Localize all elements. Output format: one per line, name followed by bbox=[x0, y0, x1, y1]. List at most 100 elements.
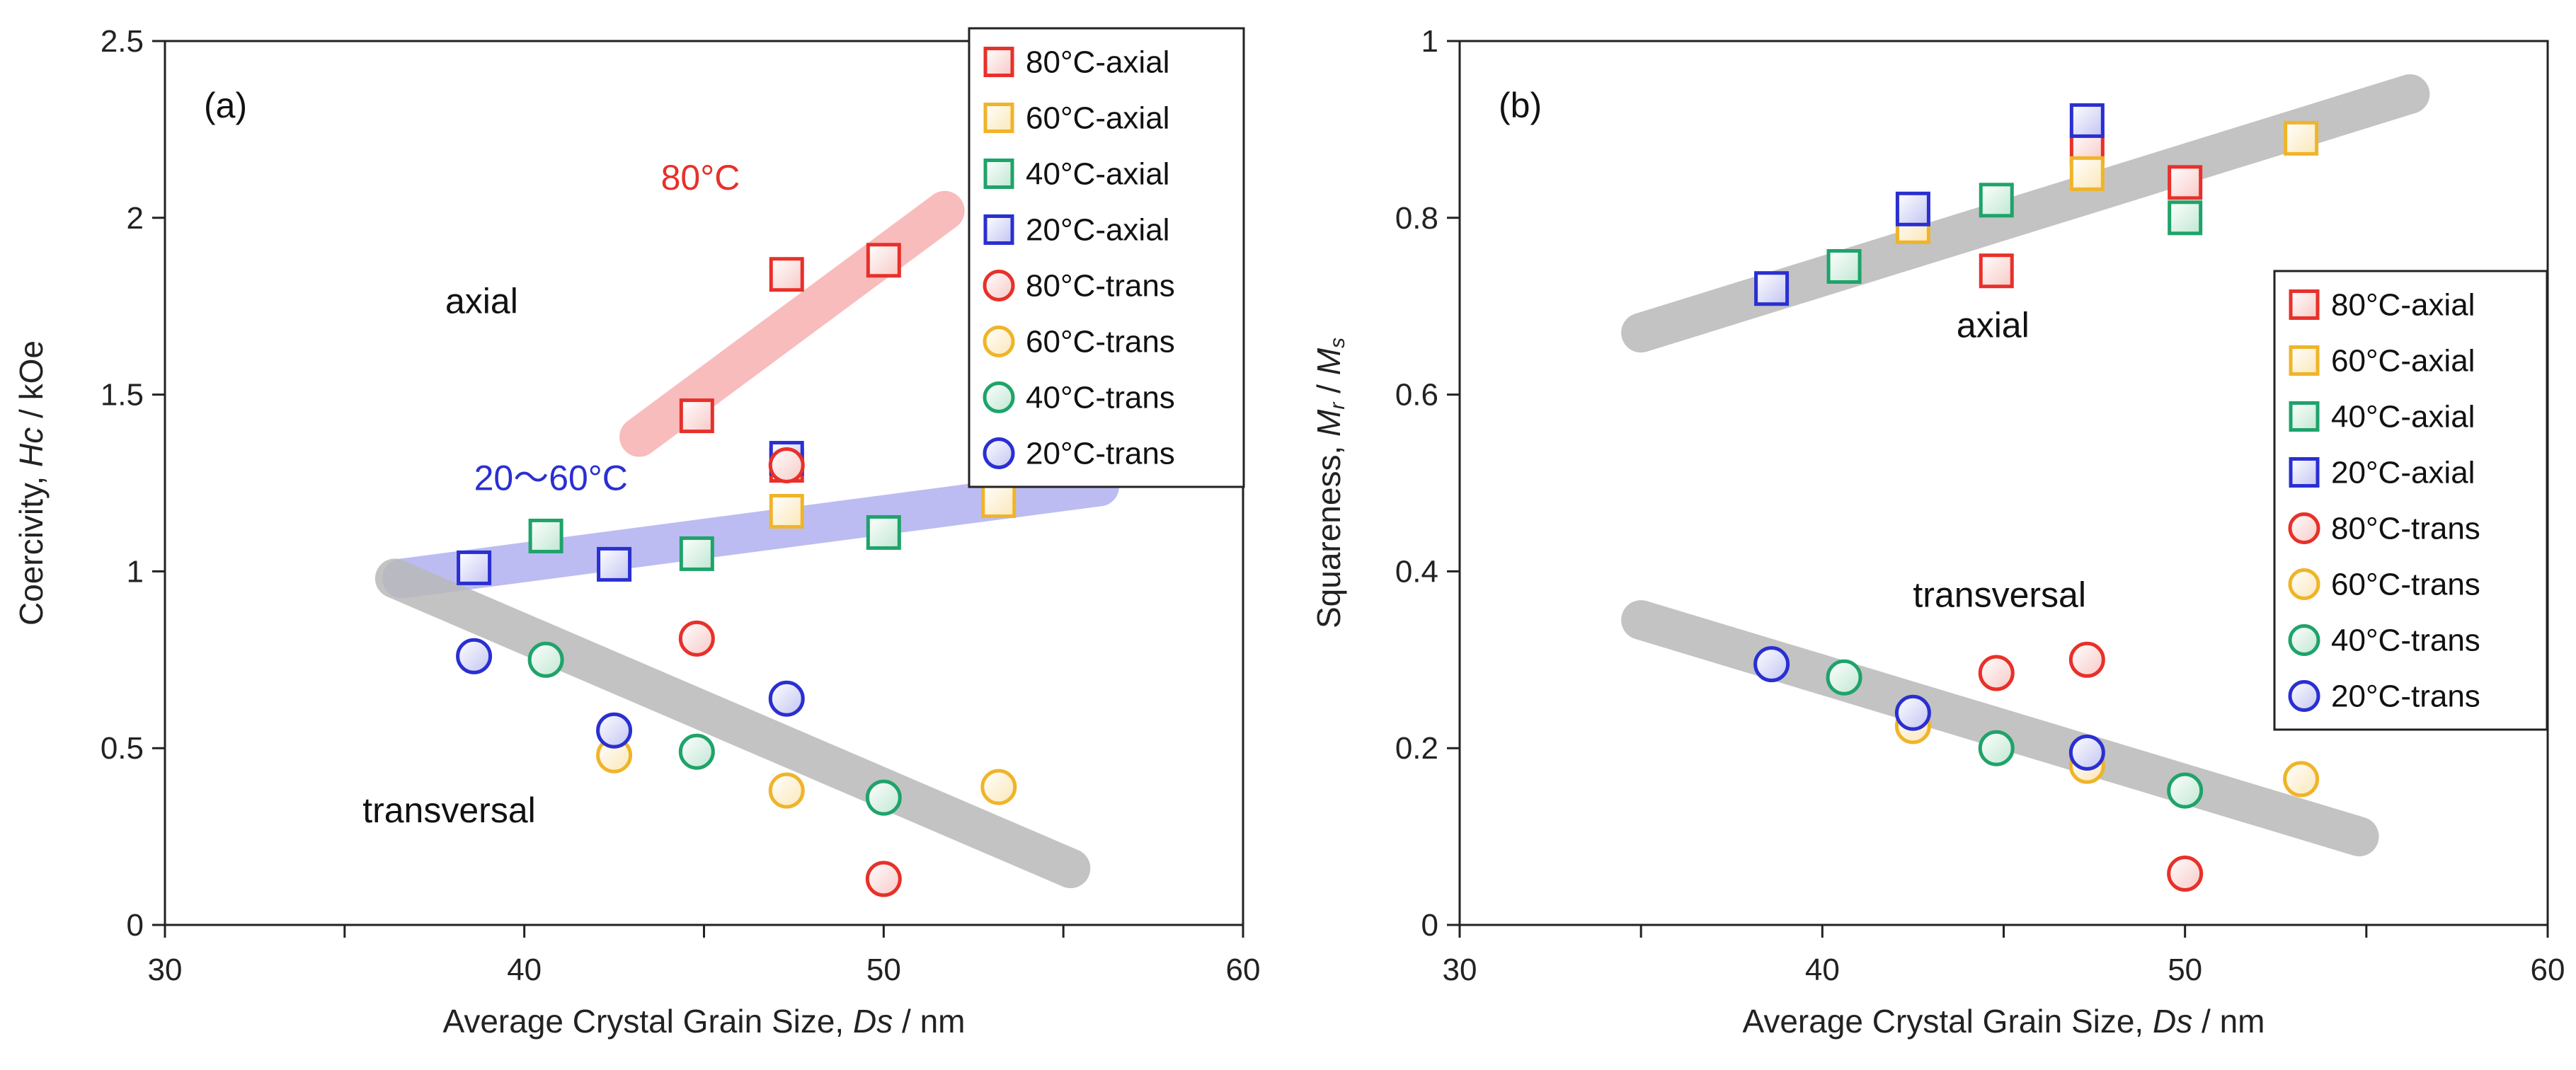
legend-label-1: 60°C-axial bbox=[2331, 344, 2475, 379]
legend-marker-2 bbox=[2289, 401, 2320, 432]
square-point-1-2 bbox=[2284, 120, 2319, 156]
y-tick-label: 0.4 bbox=[1395, 554, 1438, 589]
annotation-3: transversal bbox=[362, 790, 536, 830]
circle-point-6-1 bbox=[1978, 730, 2015, 766]
x-tick-label: 40 bbox=[1805, 953, 1840, 987]
a-data-points bbox=[456, 243, 1017, 897]
x-tick-label: 50 bbox=[2168, 953, 2202, 987]
circle-point-6-1 bbox=[678, 733, 715, 770]
circle-point-4-0 bbox=[678, 620, 715, 657]
y-tick-label: 0.5 bbox=[101, 731, 144, 766]
a-x-axis-title: Average Crystal Grain Size, Ds / nm bbox=[443, 1003, 966, 1040]
legend-label-7: 20°C-trans bbox=[1026, 437, 1175, 471]
circle-point-4-2 bbox=[2167, 856, 2204, 892]
trend-band-2 bbox=[374, 558, 1091, 889]
square-point-3-0 bbox=[1754, 271, 1790, 306]
trend-band-1 bbox=[1621, 600, 2379, 857]
a-y-axis-title: Coercivity, Hc / kOe bbox=[13, 340, 50, 626]
legend-marker-3 bbox=[983, 214, 1014, 245]
legend-marker-7 bbox=[2288, 680, 2320, 712]
legend-label-3: 20°C-axial bbox=[1026, 213, 1169, 248]
circle-point-6-0 bbox=[527, 641, 564, 678]
legend-box bbox=[968, 27, 1245, 488]
square-point-0-0 bbox=[1979, 253, 2014, 289]
legend-label-6: 40°C-trans bbox=[2331, 623, 2480, 658]
square-point-2-2 bbox=[866, 514, 901, 550]
b-y-axis-title: Squareness, Mr / Ms bbox=[1310, 338, 1349, 628]
square-point-1-1 bbox=[2069, 156, 2105, 191]
a-ticks: 30 40 50 60 0 0.5 1 1.5 2 2.5 bbox=[101, 24, 1261, 987]
circle-point-4-1 bbox=[768, 447, 805, 484]
y-tick-label: 0.8 bbox=[1395, 201, 1438, 236]
annotation-2: 20～60°C bbox=[474, 458, 628, 497]
y-tick-label: 2.5 bbox=[101, 24, 144, 59]
circle-point-6-0 bbox=[1826, 659, 1862, 696]
legend-marker-6 bbox=[2288, 624, 2320, 656]
square-point-2-0 bbox=[1826, 248, 1862, 284]
a-legend: 80°C-axial 60°C-axial 40°C-axial 20°C-axial… bbox=[968, 27, 1245, 488]
square-point-0-0 bbox=[679, 398, 714, 434]
square-point-2-1 bbox=[1979, 183, 2014, 218]
x-tick-label: 30 bbox=[148, 953, 183, 987]
legend-marker-2 bbox=[983, 159, 1014, 189]
square-point-1-1 bbox=[981, 483, 1017, 518]
circle-point-7-1 bbox=[596, 712, 633, 749]
legend-label-3: 20°C-axial bbox=[2331, 456, 2475, 490]
legend-marker-0 bbox=[2289, 289, 2320, 320]
legend-label-0: 80°C-axial bbox=[1026, 45, 1169, 80]
circle-point-7-2 bbox=[2068, 734, 2105, 771]
circle-point-7-0 bbox=[456, 638, 493, 674]
b-data-points bbox=[1753, 103, 2320, 892]
annotation-1: transversal bbox=[1913, 575, 2086, 614]
circle-point-5-2 bbox=[2283, 761, 2320, 798]
square-point-2-0 bbox=[528, 518, 563, 553]
circle-point-6-2 bbox=[2167, 772, 2204, 809]
circle-point-7-0 bbox=[1753, 646, 1790, 683]
y-tick-label: 1.5 bbox=[101, 378, 144, 413]
legend-marker-4 bbox=[2288, 512, 2320, 544]
legend-label-4: 80°C-trans bbox=[2331, 512, 2480, 546]
legend-marker-7 bbox=[983, 437, 1015, 469]
x-tick-label: 30 bbox=[1443, 953, 1477, 987]
circle-point-4-1 bbox=[2068, 641, 2105, 678]
annotation-1: axial bbox=[445, 282, 518, 321]
square-point-3-2 bbox=[2069, 103, 2105, 138]
legend-marker-1 bbox=[983, 103, 1014, 133]
b-ticks: 30 40 50 60 0 0.2 0.4 0.6 0.8 1 bbox=[1395, 24, 2565, 987]
legend-marker-5 bbox=[983, 326, 1015, 357]
legend-marker-3 bbox=[2289, 457, 2320, 488]
square-point-3-1 bbox=[597, 546, 632, 582]
panel-a: 30 40 50 60 0 0.5 1 1.5 2 2.5 80°C axial 20～60°C tra… bbox=[13, 24, 1260, 1040]
square-point-3-1 bbox=[1895, 191, 1930, 226]
legend-marker-5 bbox=[2288, 568, 2320, 600]
square-point-2-1 bbox=[679, 536, 714, 571]
y-tick-label: 0.2 bbox=[1395, 731, 1438, 766]
square-point-2-2 bbox=[2168, 200, 2203, 236]
circle-point-7-1 bbox=[1894, 694, 1931, 731]
y-tick-label: 1 bbox=[127, 554, 144, 589]
y-tick-label: 0.6 bbox=[1395, 378, 1438, 413]
y-tick-label: 0 bbox=[127, 908, 144, 943]
b-x-axis-title: Average Crystal Grain Size, Ds / nm bbox=[1743, 1003, 2265, 1040]
circle-point-4-2 bbox=[865, 861, 902, 897]
legend-box bbox=[2273, 270, 2548, 731]
x-tick-label: 40 bbox=[507, 953, 542, 987]
x-tick-label: 60 bbox=[2531, 953, 2565, 987]
square-point-0-2 bbox=[866, 243, 901, 278]
square-point-0-1 bbox=[769, 257, 804, 292]
legend-label-2: 40°C-axial bbox=[1026, 157, 1169, 192]
b-legend: 80°C-axial 60°C-axial 40°C-axial 20°C-axial… bbox=[2273, 270, 2548, 731]
legend-label-4: 80°C-trans bbox=[1026, 269, 1175, 304]
b-panel-label: (b) bbox=[1499, 86, 1542, 125]
legend-marker-0 bbox=[983, 47, 1014, 77]
legend-marker-1 bbox=[2289, 345, 2320, 376]
square-point-3-0 bbox=[457, 550, 492, 585]
circle-point-6-2 bbox=[865, 779, 902, 816]
legend-label-1: 60°C-axial bbox=[1026, 101, 1169, 136]
legend-marker-4 bbox=[983, 270, 1015, 301]
legend-marker-6 bbox=[983, 381, 1015, 413]
x-tick-label: 60 bbox=[1226, 953, 1261, 987]
legend-label-2: 40°C-axial bbox=[2331, 400, 2475, 435]
